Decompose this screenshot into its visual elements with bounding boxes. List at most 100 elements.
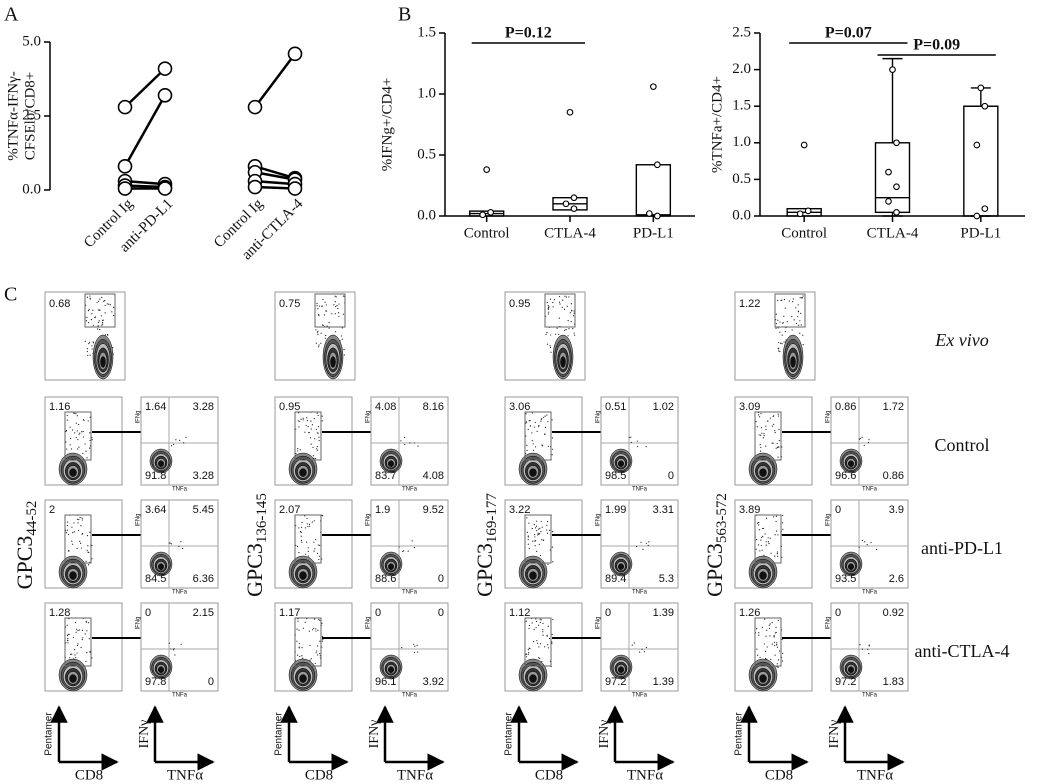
plot-axis-label: IFNg bbox=[826, 513, 832, 526]
event-dot bbox=[76, 652, 78, 654]
event-dot bbox=[527, 648, 529, 651]
event-dot bbox=[858, 438, 860, 440]
gate bbox=[774, 293, 806, 328]
event-dot bbox=[779, 350, 781, 353]
event-dot bbox=[317, 426, 320, 428]
point bbox=[487, 208, 495, 216]
contour-level bbox=[759, 571, 767, 580]
box bbox=[963, 105, 999, 217]
event-dot bbox=[298, 642, 300, 645]
event-dot bbox=[309, 437, 312, 439]
event-dot bbox=[91, 558, 93, 560]
event-dot bbox=[317, 414, 319, 417]
contour-level bbox=[299, 571, 307, 580]
event-dot bbox=[781, 522, 784, 524]
gate bbox=[314, 293, 346, 328]
event-dot bbox=[100, 315, 103, 317]
event-dot bbox=[561, 306, 563, 309]
event-dot bbox=[552, 561, 554, 563]
event-dot bbox=[547, 313, 549, 315]
event-dot bbox=[645, 646, 648, 649]
axis-legend-label: TNFα bbox=[627, 767, 663, 783]
event-dot bbox=[298, 551, 300, 554]
contour-level bbox=[69, 571, 77, 580]
event-dot bbox=[868, 439, 870, 441]
event-dot bbox=[562, 299, 564, 301]
event-dot bbox=[769, 417, 772, 419]
quadrant-frequency: 89.4 bbox=[605, 573, 626, 585]
gate bbox=[64, 617, 92, 667]
event-dot bbox=[313, 541, 315, 543]
density-contour bbox=[149, 551, 173, 577]
event-dot bbox=[75, 412, 77, 415]
point bbox=[796, 210, 804, 218]
event-dot bbox=[318, 344, 320, 346]
event-dot bbox=[567, 335, 569, 337]
event-dot bbox=[68, 633, 70, 636]
event-dot bbox=[774, 555, 776, 557]
event-dot bbox=[71, 653, 73, 655]
event-dot bbox=[92, 309, 94, 311]
event-dot bbox=[528, 420, 530, 422]
y-axis-label: %TNFa+/CD4+ bbox=[709, 76, 725, 173]
event-dot bbox=[781, 343, 783, 345]
x-tick-label: CTLA-4 bbox=[867, 225, 919, 241]
point bbox=[977, 84, 985, 92]
event-dot bbox=[65, 531, 68, 534]
event-dot bbox=[536, 520, 538, 522]
event-dot bbox=[768, 627, 771, 629]
density-contour bbox=[782, 334, 804, 380]
quadrant-frequency: 84.5 bbox=[145, 573, 166, 585]
event-dot bbox=[765, 425, 767, 427]
event-dot bbox=[786, 321, 788, 323]
event-dot bbox=[89, 531, 91, 533]
event-dot bbox=[307, 555, 309, 557]
event-dot bbox=[89, 297, 91, 299]
event-dot bbox=[765, 650, 767, 653]
event-dot bbox=[65, 441, 67, 443]
event-dot bbox=[631, 644, 633, 646]
event-dot bbox=[174, 654, 176, 656]
event-dot bbox=[565, 296, 568, 298]
quadrant-frequency: 9.52 bbox=[423, 504, 444, 516]
p-value: P=0.12 bbox=[505, 25, 552, 42]
event-dot bbox=[304, 431, 306, 433]
event-dot bbox=[546, 520, 549, 523]
event-dot bbox=[543, 416, 545, 419]
row-label: Ex vivo bbox=[934, 330, 988, 350]
event-dot bbox=[538, 533, 541, 535]
event-dot bbox=[548, 637, 551, 640]
axis-legend-label: CD8 bbox=[765, 767, 793, 783]
p-value: P=0.07 bbox=[825, 25, 872, 42]
event-dot bbox=[546, 414, 548, 416]
gate-frequency: 1.17 bbox=[279, 607, 300, 619]
density-contour bbox=[288, 555, 318, 589]
event-dot bbox=[641, 648, 643, 650]
event-dot bbox=[552, 301, 554, 304]
quadrant-frequency: 98.5 bbox=[605, 470, 626, 482]
event-dot bbox=[526, 517, 528, 519]
event-dot bbox=[551, 454, 553, 456]
event-dot bbox=[531, 440, 533, 442]
event-dot bbox=[89, 447, 91, 449]
event-dot bbox=[403, 436, 406, 439]
event-dot bbox=[775, 530, 778, 532]
event-dot bbox=[774, 654, 776, 656]
event-dot bbox=[316, 552, 319, 554]
event-dot bbox=[104, 304, 106, 307]
event-dot bbox=[552, 448, 554, 450]
event-dot bbox=[765, 517, 768, 519]
event-dot bbox=[172, 443, 175, 446]
quadrant-frequency: 1.99 bbox=[605, 504, 626, 516]
event-dot bbox=[182, 547, 184, 550]
event-dot bbox=[298, 527, 300, 529]
event-dot bbox=[66, 521, 69, 523]
point bbox=[117, 181, 133, 196]
event-dot bbox=[775, 520, 777, 523]
gate-frequency: 0.95 bbox=[279, 401, 300, 413]
event-dot bbox=[768, 542, 770, 545]
event-dot bbox=[773, 636, 775, 638]
pair-line bbox=[124, 67, 166, 109]
event-dot bbox=[781, 334, 783, 336]
density-contour bbox=[748, 452, 778, 486]
